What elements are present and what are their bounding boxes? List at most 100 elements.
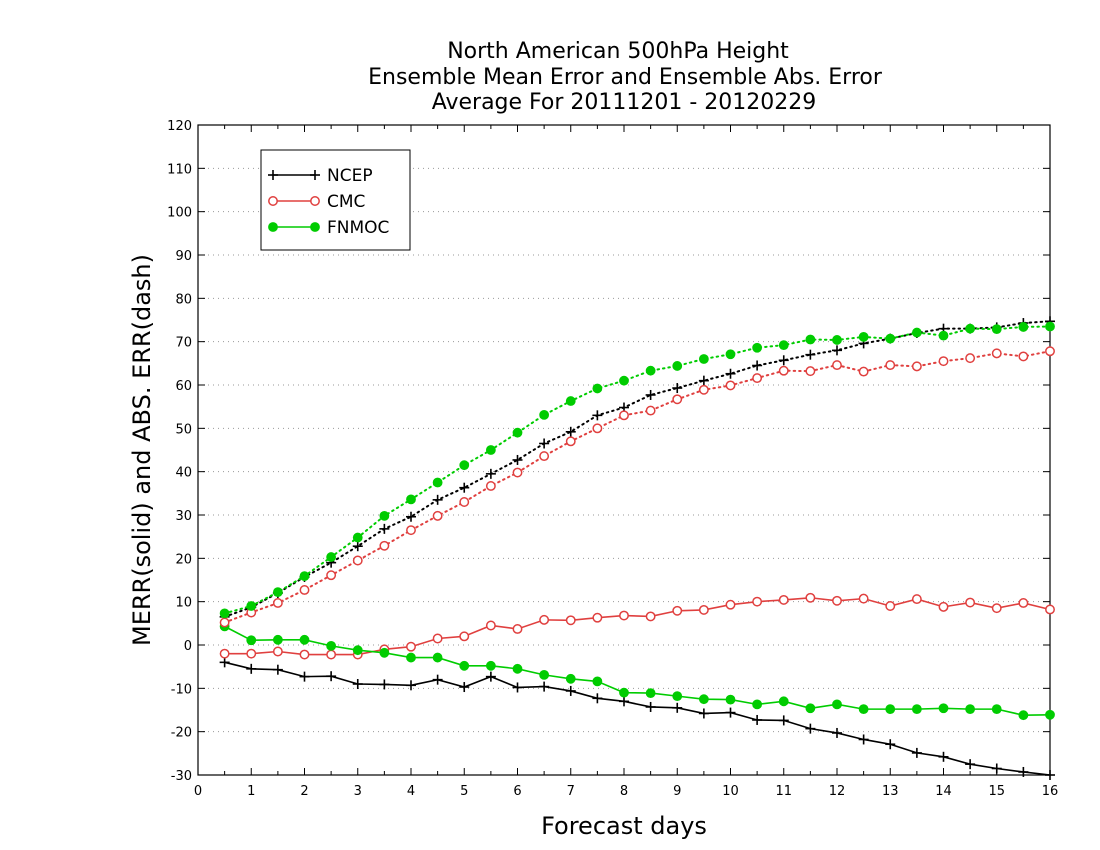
- x-axis-title: Forecast days: [541, 812, 707, 840]
- x-tick-label: 8: [620, 784, 628, 799]
- data-point: [379, 523, 390, 534]
- data-point: [619, 687, 629, 698]
- data-point: [326, 552, 337, 562]
- legend-marker: [310, 222, 320, 232]
- x-tick-label: 11: [775, 784, 792, 799]
- data-point: [965, 353, 976, 364]
- data-point: [672, 383, 683, 394]
- data-point: [645, 405, 656, 416]
- x-tick-label: 3: [354, 784, 362, 799]
- data-point: [432, 477, 443, 488]
- series-line: [224, 661, 1051, 776]
- data-point: [246, 648, 257, 659]
- data-point: [965, 704, 976, 715]
- data-point: [565, 426, 576, 437]
- data-point: [299, 634, 310, 645]
- data-point: [459, 682, 470, 693]
- data-point: [672, 394, 683, 405]
- data-point: [991, 324, 1002, 335]
- data-point: [432, 510, 443, 521]
- data-point: [406, 525, 416, 536]
- data-point: [805, 349, 816, 360]
- data-point: [406, 652, 416, 663]
- data-point: [379, 540, 390, 551]
- data-point: [698, 354, 709, 364]
- data-point: [938, 330, 949, 341]
- series-line: [223, 350, 1051, 624]
- series-line: [223, 320, 1051, 618]
- data-point: [512, 427, 523, 438]
- data-point: [459, 660, 470, 671]
- legend-label: NCEP: [327, 166, 373, 186]
- x-tick-label: 7: [567, 784, 575, 799]
- data-point: [805, 334, 816, 345]
- data-point: [698, 375, 709, 386]
- data-point: [938, 751, 949, 762]
- data-point: [485, 671, 496, 682]
- data-point: [379, 647, 390, 658]
- data-point: [1018, 322, 1029, 332]
- x-tick-label: 13: [882, 784, 899, 799]
- data-point: [272, 587, 283, 598]
- data-point: [406, 511, 416, 522]
- series-cmc-merr: [219, 592, 1055, 660]
- data-point: [432, 494, 443, 505]
- y-tick-label: 70: [175, 336, 192, 351]
- data-point: [698, 694, 709, 705]
- data-point: [752, 596, 763, 607]
- data-point: [459, 460, 470, 471]
- data-point: [725, 599, 736, 610]
- data-point: [512, 467, 523, 478]
- data-point: [778, 365, 789, 376]
- data-point: [725, 349, 736, 360]
- data-point: [938, 703, 949, 714]
- data-point: [406, 494, 416, 505]
- data-point: [326, 649, 337, 660]
- data-point: [539, 614, 550, 625]
- series-lines: [219, 316, 1055, 780]
- x-tick-label: 10: [722, 784, 739, 799]
- data-point: [539, 670, 550, 680]
- data-point: [778, 696, 789, 707]
- data-point: [698, 384, 709, 395]
- data-point: [485, 660, 496, 671]
- series-line: [223, 325, 1051, 615]
- data-point: [485, 445, 496, 455]
- data-point: [272, 634, 283, 645]
- y-tick-label: 0: [184, 639, 192, 654]
- y-axis-title: MERR(solid) and ABS. ERR(dash): [128, 254, 156, 646]
- data-point: [352, 645, 363, 656]
- legend-entry-cmc: CMC: [268, 192, 365, 212]
- x-tick-label: 6: [513, 784, 521, 799]
- data-point: [911, 704, 922, 715]
- data-point: [752, 360, 763, 371]
- legend-marker: [310, 196, 320, 206]
- data-point: [832, 335, 842, 345]
- legend-entry-ncep: NCEP: [268, 166, 373, 186]
- series-cmc-abs: [219, 346, 1055, 628]
- data-point: [539, 451, 550, 462]
- series-ncep-merr: [219, 657, 1055, 780]
- data-point: [778, 594, 789, 605]
- y-tick-label: 80: [175, 292, 192, 307]
- data-point: [485, 481, 496, 491]
- data-point: [1018, 351, 1029, 362]
- x-tick-label: 9: [673, 784, 681, 799]
- data-point: [485, 620, 496, 631]
- data-point: [592, 423, 603, 434]
- x-tick-label: 2: [300, 784, 308, 799]
- data-point: [326, 640, 337, 651]
- data-point: [725, 368, 736, 379]
- data-point: [272, 664, 283, 675]
- data-point: [565, 436, 576, 447]
- data-point: [619, 696, 629, 707]
- series-line: [224, 625, 1051, 717]
- series-fnmoc-merr: [219, 621, 1055, 721]
- x-tick-label: 14: [935, 784, 952, 799]
- legend-marker: [268, 222, 278, 232]
- legend-label: CMC: [327, 192, 365, 212]
- data-point: [672, 702, 683, 713]
- data-point: [432, 674, 443, 685]
- data-point: [832, 360, 842, 371]
- data-point: [805, 592, 816, 603]
